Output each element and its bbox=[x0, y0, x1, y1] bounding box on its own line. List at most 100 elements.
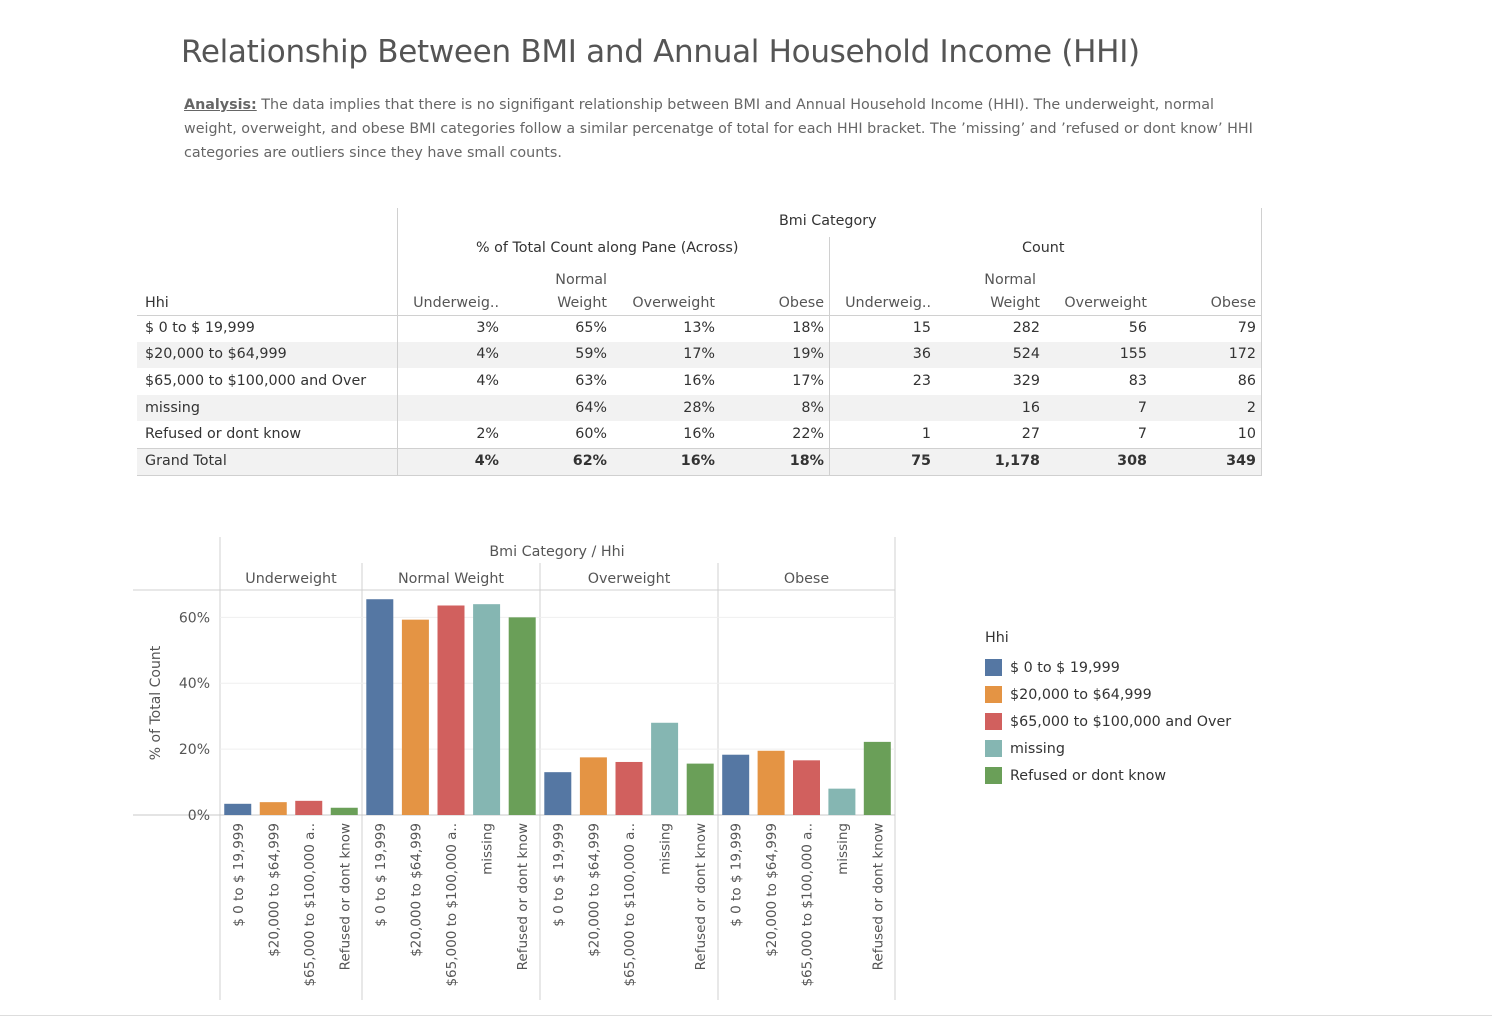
count-cell: 524 bbox=[1012, 346, 1040, 362]
pct-cell: 16% bbox=[680, 453, 715, 469]
bar bbox=[508, 617, 536, 815]
col-header-normal-2: Weight bbox=[557, 295, 607, 311]
pct-cell: 16% bbox=[683, 373, 715, 389]
x-tick-label: $ 0 to $ 19,999 bbox=[231, 823, 247, 927]
bar bbox=[757, 750, 785, 815]
bar bbox=[579, 757, 607, 815]
bar bbox=[259, 802, 287, 815]
count-cell: 172 bbox=[1228, 346, 1256, 362]
count-cell: 75 bbox=[911, 453, 931, 469]
count-cell: 15 bbox=[912, 320, 931, 336]
x-tick-label: $20,000 to $64,999 bbox=[764, 823, 780, 957]
bar bbox=[295, 800, 323, 815]
grand-total-label: Grand Total bbox=[145, 453, 227, 469]
count-cell: 1 bbox=[921, 426, 931, 442]
bar bbox=[651, 722, 679, 815]
pane-divider bbox=[1261, 208, 1262, 476]
group-header: Normal Weight bbox=[398, 571, 504, 587]
x-tick-label: $20,000 to $64,999 bbox=[408, 823, 424, 957]
pct-cell: 16% bbox=[683, 426, 715, 442]
bar bbox=[401, 619, 429, 815]
count-cell: 79 bbox=[1237, 320, 1256, 336]
pct-cell: 8% bbox=[801, 400, 824, 416]
x-tick-label: $65,000 to $100,000 a.. bbox=[444, 823, 460, 987]
y-tick-label: 20% bbox=[179, 742, 210, 758]
header-rule bbox=[137, 315, 1262, 316]
pct-cell: 63% bbox=[575, 373, 607, 389]
bar bbox=[366, 599, 394, 815]
row-band bbox=[137, 395, 1262, 421]
bar bbox=[863, 741, 891, 815]
legend-title: Hhi bbox=[985, 630, 1009, 646]
legend-swatch bbox=[985, 740, 1002, 757]
bar bbox=[544, 772, 572, 815]
bar bbox=[686, 763, 714, 815]
analysis-label: Analysis: bbox=[184, 97, 257, 113]
count-cell: 155 bbox=[1119, 346, 1147, 362]
legend-label: $20,000 to $64,999 bbox=[1010, 686, 1152, 703]
row-label: Refused or dont know bbox=[145, 426, 302, 442]
legend-label: missing bbox=[1010, 740, 1065, 757]
legend-label: Refused or dont know bbox=[1010, 767, 1167, 784]
legend-item[interactable]: missing bbox=[985, 735, 1231, 762]
col-header-normal-count-2: Weight bbox=[990, 295, 1040, 311]
x-tick-label: Refused or dont know bbox=[337, 823, 353, 970]
y-axis-label: % of Total Count bbox=[148, 645, 164, 760]
x-tick-label: $65,000 to $100,000 a.. bbox=[302, 823, 318, 987]
bar bbox=[615, 761, 643, 815]
total-rule bbox=[137, 448, 1262, 449]
x-tick-label: missing bbox=[658, 823, 674, 875]
bar bbox=[828, 788, 856, 815]
x-tick-label: Refused or dont know bbox=[870, 823, 886, 970]
pane-divider bbox=[829, 237, 830, 476]
col-header-underweight: Underweig.. bbox=[413, 295, 499, 311]
col-header-obese-count: Obese bbox=[1210, 295, 1256, 311]
pct-group-header: % of Total Count along Pane (Across) bbox=[476, 240, 739, 256]
x-tick-label: $ 0 to $ 19,999 bbox=[373, 823, 389, 927]
legend-item[interactable]: $ 0 to $ 19,999 bbox=[985, 654, 1231, 681]
count-cell: 7 bbox=[1137, 400, 1147, 416]
bar bbox=[473, 604, 501, 815]
row-label: $65,000 to $100,000 and Over bbox=[145, 373, 367, 389]
count-cell: 10 bbox=[1237, 426, 1256, 442]
x-tick-label: missing bbox=[480, 823, 496, 875]
analysis-body: The data implies that there is no signif… bbox=[184, 97, 1253, 161]
col-header-overweight-count: Overweight bbox=[1064, 295, 1147, 311]
bar bbox=[793, 760, 820, 815]
legend-label: $65,000 to $100,000 and Over bbox=[1010, 713, 1232, 730]
legend-item[interactable]: $65,000 to $100,000 and Over bbox=[985, 708, 1231, 735]
y-tick-label: 0% bbox=[188, 808, 210, 824]
legend-swatch bbox=[985, 659, 1002, 676]
count-cell: 36 bbox=[912, 346, 931, 362]
y-tick-label: 40% bbox=[179, 676, 210, 692]
legend-item[interactable]: $20,000 to $64,999 bbox=[985, 681, 1231, 708]
count-cell: 282 bbox=[1012, 320, 1040, 336]
x-tick-label: $ 0 to $ 19,999 bbox=[729, 823, 745, 927]
legend-swatch bbox=[985, 767, 1002, 784]
legend-item[interactable]: Refused or dont know bbox=[985, 762, 1231, 789]
row-label: $ 0 to $ 19,999 bbox=[145, 320, 255, 336]
bar bbox=[224, 803, 252, 815]
group-header: Obese bbox=[784, 571, 830, 587]
group-header: Underweight bbox=[245, 571, 337, 587]
pct-cell: 4% bbox=[476, 346, 499, 362]
pct-cell: 64% bbox=[575, 400, 607, 416]
col-header-obese: Obese bbox=[778, 295, 824, 311]
pct-cell: 17% bbox=[792, 373, 824, 389]
pct-cell: 18% bbox=[792, 320, 824, 336]
x-tick-label: Refused or dont know bbox=[515, 823, 531, 970]
col-header-overweight: Overweight bbox=[632, 295, 715, 311]
col-header-normal-1: Normal bbox=[555, 272, 607, 288]
legend-swatch bbox=[985, 713, 1002, 730]
bottom-rule bbox=[137, 475, 1262, 476]
col-header-normal-count-1: Normal bbox=[984, 272, 1036, 288]
row-label: $20,000 to $64,999 bbox=[145, 346, 287, 362]
pct-cell: 59% bbox=[575, 346, 607, 362]
pct-cell: 19% bbox=[792, 346, 824, 362]
x-tick-label: $ 0 to $ 19,999 bbox=[551, 823, 567, 927]
pane-divider bbox=[397, 208, 398, 476]
x-tick-label: $20,000 to $64,999 bbox=[586, 823, 602, 957]
dashboard-title: Relationship Between BMI and Annual Hous… bbox=[181, 34, 1140, 70]
x-tick-label: $20,000 to $64,999 bbox=[266, 823, 282, 957]
